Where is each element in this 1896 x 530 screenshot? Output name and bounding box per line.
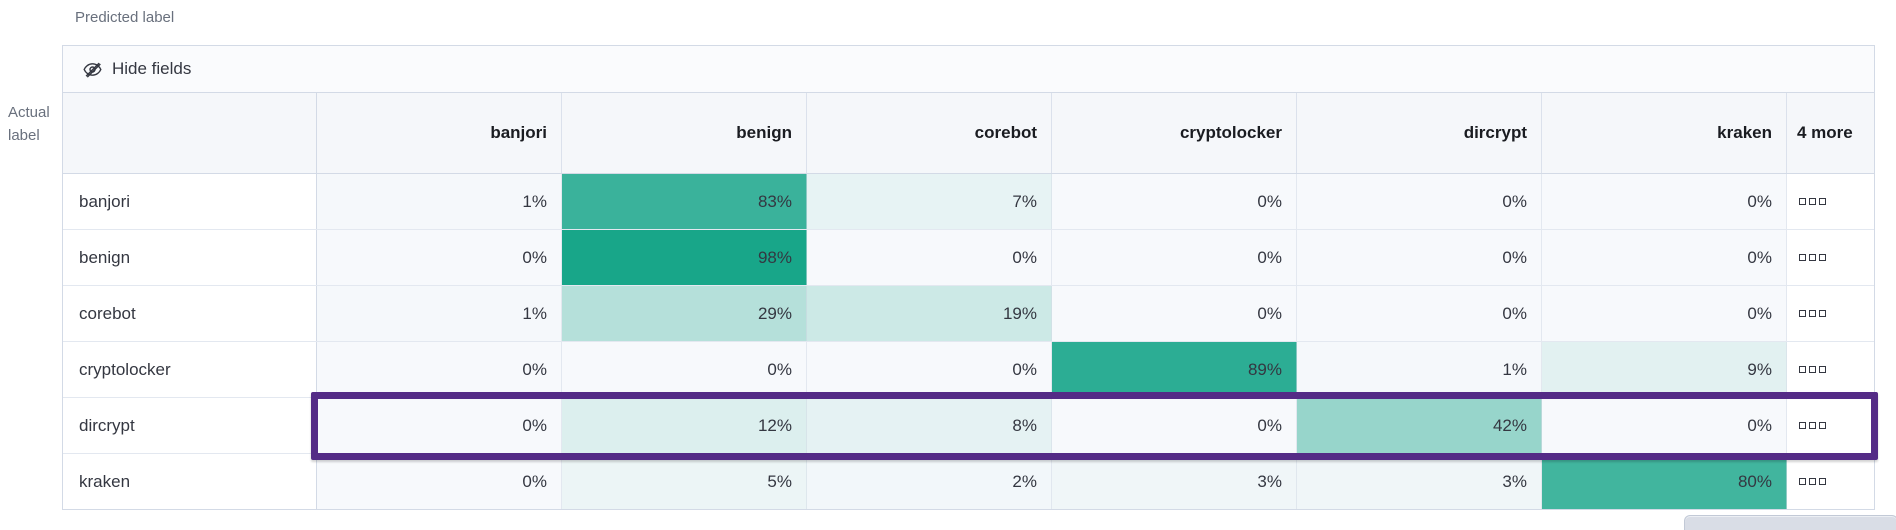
more-columns-cell[interactable] [1787,174,1874,229]
boxes-horizontal-icon [1799,310,1826,317]
matrix-cell-dircrypt-benign[interactable]: 12% [562,398,807,453]
matrix-cell-benign-banjori[interactable]: 0% [317,230,562,285]
boxes-horizontal-icon [1799,366,1826,373]
row-label-kraken: kraken [63,454,317,509]
matrix-cell-cryptolocker-corebot[interactable]: 0% [807,342,1052,397]
matrix-header-row: banjori benign corebot cryptolocker dircrypt… [63,93,1874,174]
matrix-cell-dircrypt-cryptolocker[interactable]: 0% [1052,398,1297,453]
matrix-cell-dircrypt-dircrypt[interactable]: 42% [1297,398,1542,453]
matrix-cell-kraken-kraken[interactable]: 80% [1542,454,1787,509]
column-header-dircrypt[interactable]: dircrypt [1297,93,1542,173]
matrix-cell-banjori-dircrypt[interactable]: 0% [1297,174,1542,229]
matrix-body: banjori 1% 83% 7% 0% 0% 0% benign 0% 98% 0% 0% 0% 0% c… [63,174,1874,509]
matrix-row-cryptolocker: cryptolocker 0% 0% 0% 89% 1% 9% [63,342,1874,398]
partial-scrollbar-edge[interactable] [1684,515,1896,530]
matrix-row-corebot: corebot 1% 29% 19% 0% 0% 0% [63,286,1874,342]
matrix-cell-kraken-banjori[interactable]: 0% [317,454,562,509]
more-columns-cell[interactable] [1787,454,1874,509]
matrix-cell-banjori-cryptolocker[interactable]: 0% [1052,174,1297,229]
row-label-cryptolocker: cryptolocker [63,342,317,397]
row-label-dircrypt: dircrypt [63,398,317,453]
predicted-axis-label: Predicted label [75,9,175,26]
matrix-cell-kraken-corebot[interactable]: 2% [807,454,1052,509]
matrix-cell-dircrypt-kraken[interactable]: 0% [1542,398,1787,453]
matrix-cell-corebot-corebot[interactable]: 19% [807,286,1052,341]
actual-axis-label: Actual label [8,104,50,144]
matrix-cell-benign-kraken[interactable]: 0% [1542,230,1787,285]
column-header-benign[interactable]: benign [562,93,807,173]
matrix-cell-banjori-corebot[interactable]: 7% [807,174,1052,229]
corner-cell [63,93,317,173]
matrix-cell-corebot-dircrypt[interactable]: 0% [1297,286,1542,341]
row-label-banjori: banjori [63,174,317,229]
hide-fields-button[interactable]: Hide fields [83,59,191,79]
matrix-cell-corebot-cryptolocker[interactable]: 0% [1052,286,1297,341]
more-columns-cell[interactable] [1787,342,1874,397]
matrix-cell-banjori-benign[interactable]: 83% [562,174,807,229]
matrix-cell-corebot-benign[interactable]: 29% [562,286,807,341]
matrix-cell-kraken-benign[interactable]: 5% [562,454,807,509]
matrix-row-kraken: kraken 0% 5% 2% 3% 3% 80% [63,454,1874,509]
matrix-cell-banjori-banjori[interactable]: 1% [317,174,562,229]
matrix-cell-corebot-banjori[interactable]: 1% [317,286,562,341]
row-label-benign: benign [63,230,317,285]
column-header-corebot[interactable]: corebot [807,93,1052,173]
row-label-corebot: corebot [63,286,317,341]
matrix-cell-cryptolocker-dircrypt[interactable]: 1% [1297,342,1542,397]
boxes-horizontal-icon [1799,254,1826,261]
confusion-matrix-panel: Hide fields banjori benign corebot cryptolo… [62,45,1875,510]
matrix-cell-dircrypt-corebot[interactable]: 8% [807,398,1052,453]
eye-closed-icon [83,62,102,78]
matrix-cell-cryptolocker-benign[interactable]: 0% [562,342,807,397]
matrix-row-banjori: banjori 1% 83% 7% 0% 0% 0% [63,174,1874,230]
matrix-cell-corebot-kraken[interactable]: 0% [1542,286,1787,341]
column-header-kraken[interactable]: kraken [1542,93,1787,173]
boxes-horizontal-icon [1799,198,1826,205]
matrix-cell-banjori-kraken[interactable]: 0% [1542,174,1787,229]
matrix-cell-kraken-cryptolocker[interactable]: 3% [1052,454,1297,509]
matrix-cell-cryptolocker-kraken[interactable]: 9% [1542,342,1787,397]
matrix-row-dircrypt: dircrypt 0% 12% 8% 0% 42% 0% [63,398,1874,454]
more-columns-cell[interactable] [1787,286,1874,341]
matrix-cell-benign-corebot[interactable]: 0% [807,230,1052,285]
more-columns-cell[interactable] [1787,230,1874,285]
matrix-row-benign: benign 0% 98% 0% 0% 0% 0% [63,230,1874,286]
matrix-cell-kraken-dircrypt[interactable]: 3% [1297,454,1542,509]
matrix-cell-cryptolocker-cryptolocker[interactable]: 89% [1052,342,1297,397]
hide-fields-label: Hide fields [112,59,192,78]
matrix-cell-benign-dircrypt[interactable]: 0% [1297,230,1542,285]
column-header-banjori[interactable]: banjori [317,93,562,173]
boxes-horizontal-icon [1799,422,1826,429]
matrix-cell-cryptolocker-banjori[interactable]: 0% [317,342,562,397]
matrix-cell-benign-cryptolocker[interactable]: 0% [1052,230,1297,285]
matrix-cell-benign-benign[interactable]: 98% [562,230,807,285]
more-columns-cell[interactable] [1787,398,1874,453]
column-header-cryptolocker[interactable]: cryptolocker [1052,93,1297,173]
datagrid-toolbar: Hide fields [63,46,1874,93]
column-header-more[interactable]: 4 more [1797,122,1853,142]
boxes-horizontal-icon [1799,478,1826,485]
matrix-cell-dircrypt-banjori[interactable]: 0% [317,398,562,453]
